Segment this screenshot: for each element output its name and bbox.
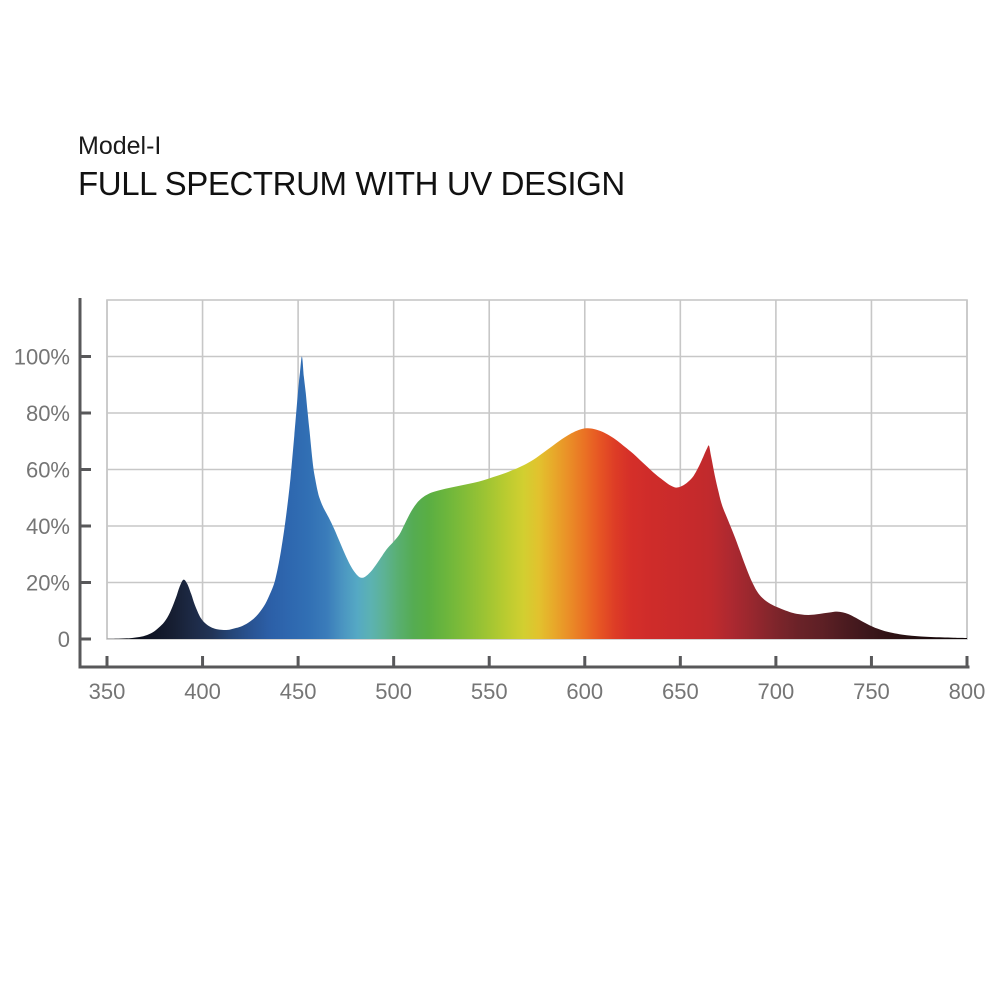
- x-tick-label: 550: [471, 679, 508, 704]
- x-tick-label: 400: [184, 679, 221, 704]
- y-tick-label: 40%: [26, 514, 70, 539]
- axis-lines: [78, 298, 970, 669]
- model-label: Model-I: [78, 132, 162, 160]
- y-tick-label: 60%: [26, 458, 70, 483]
- x-tick-label: 800: [949, 679, 986, 704]
- y-tick-label: 20%: [26, 571, 70, 596]
- x-tick-label: 600: [566, 679, 603, 704]
- x-tick-label: 650: [662, 679, 699, 704]
- page-title: FULL SPECTRUM WITH UV DESIGN: [78, 165, 625, 202]
- y-tick-label: 0: [58, 627, 70, 652]
- spectrum-area: [107, 356, 967, 639]
- x-tick-label: 700: [758, 679, 795, 704]
- x-tick-label: 350: [89, 679, 126, 704]
- x-tick-label: 450: [280, 679, 317, 704]
- chart-header: Model-I FULL SPECTRUM WITH UV DESIGN: [78, 131, 625, 203]
- y-tick-label: 80%: [26, 401, 70, 426]
- y-tick-label: 100%: [14, 345, 70, 370]
- tick-labels: 0 20% 40% 60% 80% 100% 350 400 450 500 550 600 650 70…: [14, 345, 986, 705]
- x-tick-label: 750: [853, 679, 890, 704]
- x-tick-label: 500: [375, 679, 412, 704]
